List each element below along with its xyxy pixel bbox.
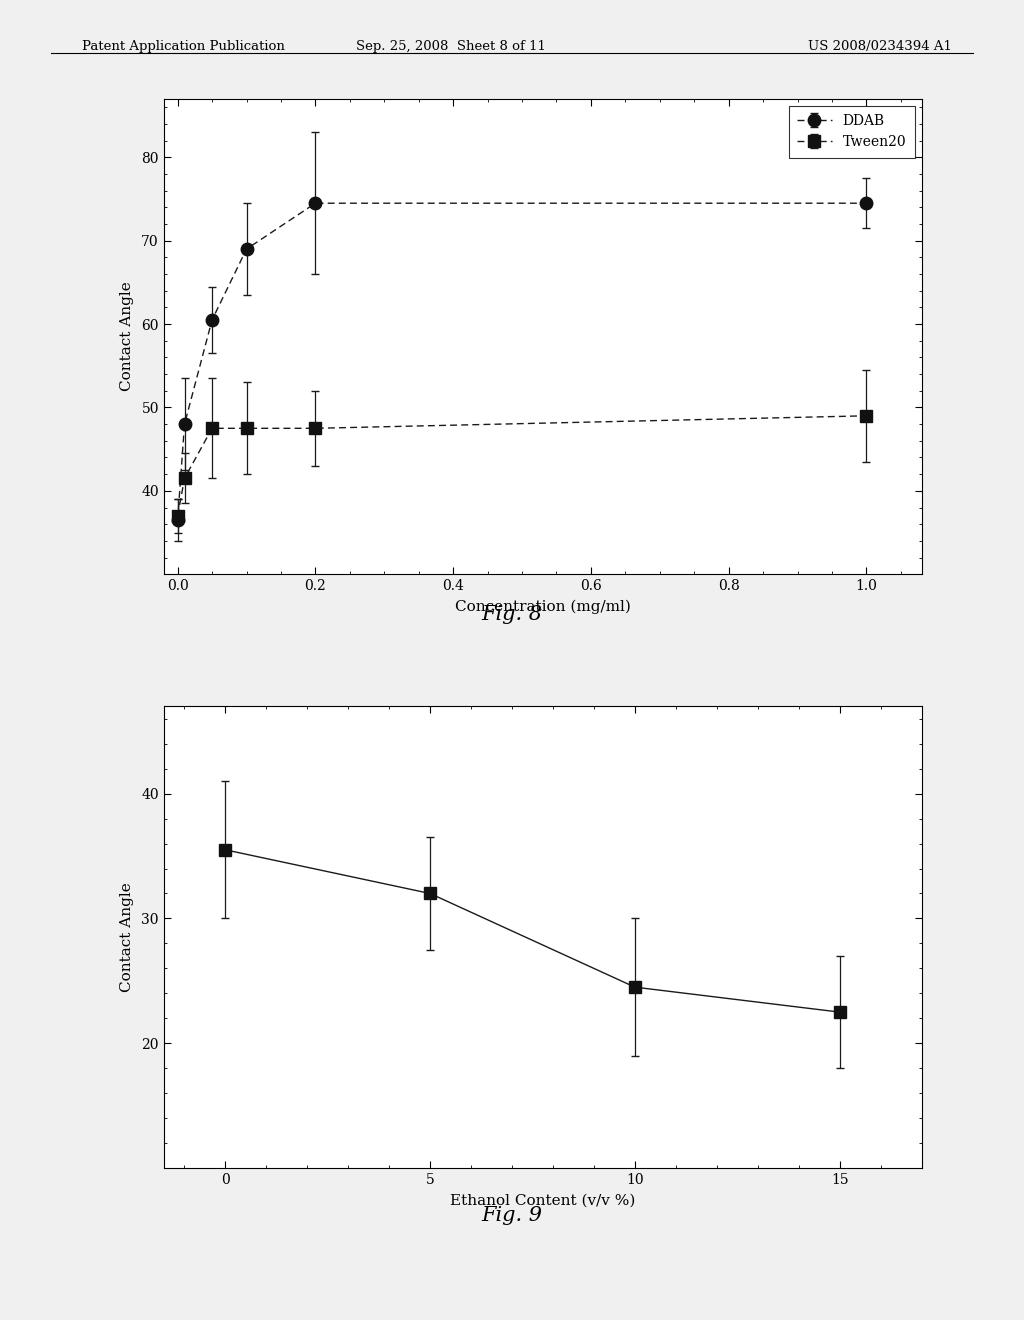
Text: Fig. 9: Fig. 9 <box>481 1206 543 1225</box>
X-axis label: Ethanol Content (v/v %): Ethanol Content (v/v %) <box>450 1195 636 1208</box>
Text: Sep. 25, 2008  Sheet 8 of 11: Sep. 25, 2008 Sheet 8 of 11 <box>355 40 546 53</box>
Y-axis label: Contact Angle: Contact Angle <box>121 882 134 993</box>
Text: Patent Application Publication: Patent Application Publication <box>82 40 285 53</box>
Legend: DDAB, Tween20: DDAB, Tween20 <box>788 106 914 157</box>
X-axis label: Concentration (mg/ml): Concentration (mg/ml) <box>455 601 631 614</box>
Text: Fig. 8: Fig. 8 <box>481 606 543 624</box>
Text: US 2008/0234394 A1: US 2008/0234394 A1 <box>808 40 952 53</box>
Y-axis label: Contact Angle: Contact Angle <box>121 281 134 392</box>
